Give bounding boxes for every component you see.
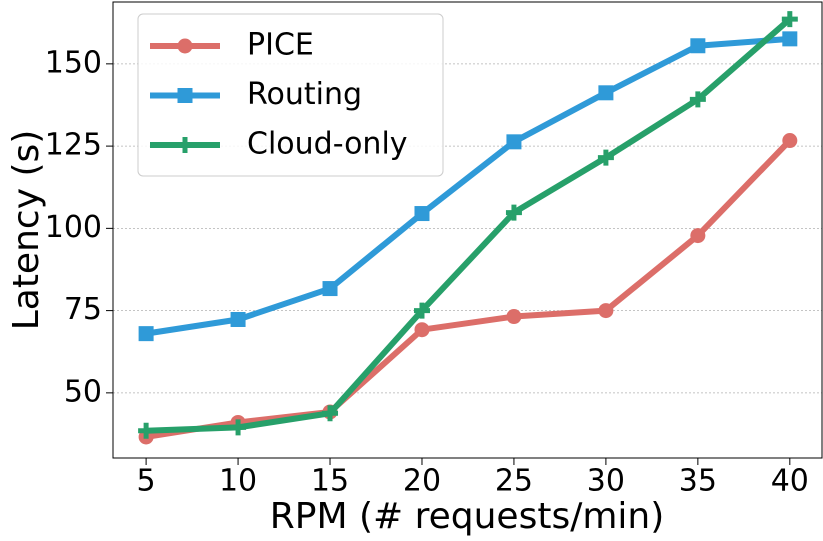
x-tick-label: 20 (403, 464, 441, 499)
point (177, 137, 193, 153)
series-line (145, 35, 791, 337)
legend-label: Cloud-only (247, 127, 408, 162)
point (597, 149, 614, 166)
x-tick-label: 35 (679, 464, 717, 499)
point (322, 281, 338, 297)
y-tick-label: 75 (64, 292, 102, 327)
point (690, 228, 706, 244)
x-tick-label: 5 (137, 464, 156, 499)
point (138, 326, 154, 342)
point (413, 302, 430, 319)
point (598, 85, 614, 101)
x-tick-label: 30 (587, 464, 625, 499)
y-tick-label: 100 (45, 210, 102, 245)
point (782, 31, 798, 47)
y-tick-label: 125 (45, 128, 102, 163)
y-axis-label: Latency (s) (6, 130, 47, 331)
legend-label: PICE (247, 28, 314, 63)
x-tick-label: 25 (495, 464, 533, 499)
plot-frame (112, 1, 823, 459)
series-line (145, 16, 792, 434)
series-line (145, 138, 792, 440)
y-tick-label: 150 (45, 45, 102, 80)
point (781, 11, 798, 28)
point (598, 303, 614, 319)
point (689, 91, 706, 108)
x-tick-label: 40 (771, 464, 809, 499)
point (138, 422, 155, 439)
x-axis-label: RPM (# requests/min) (270, 496, 665, 537)
point (177, 38, 193, 54)
point (690, 38, 706, 54)
point (506, 309, 522, 325)
legend-box (137, 13, 444, 177)
x-tick-label: 15 (311, 464, 349, 499)
x-tick-label: 10 (219, 464, 257, 499)
point (230, 419, 247, 436)
point (322, 405, 339, 422)
point (177, 88, 193, 103)
point (414, 206, 430, 222)
point (230, 311, 246, 327)
point (506, 134, 522, 150)
point (414, 322, 430, 338)
point (782, 133, 798, 149)
point (505, 204, 522, 221)
legend-label: Routing (247, 77, 362, 112)
y-tick-label: 50 (64, 374, 102, 409)
